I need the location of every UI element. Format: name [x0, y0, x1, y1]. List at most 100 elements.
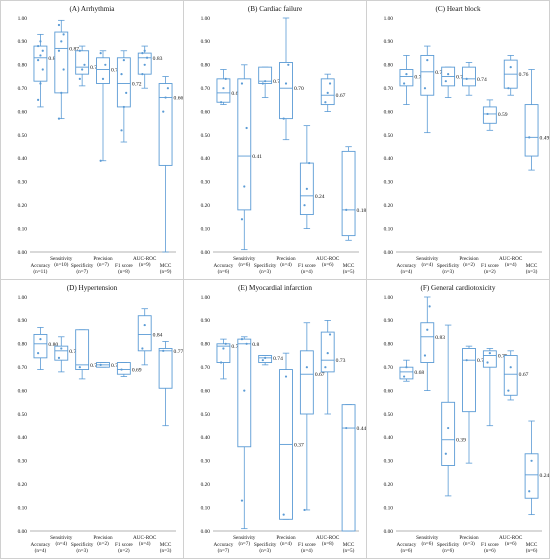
median-label: 0.70 [294, 86, 304, 92]
y-tick-label: 0.20 [384, 482, 394, 488]
y-tick-label: 0.00 [18, 529, 28, 535]
median-label: 0.24 [540, 473, 550, 479]
median-label: 0.18 [357, 208, 367, 214]
data-point [141, 52, 144, 55]
category-label: Sensitivity [416, 256, 439, 262]
category-label: F1 score [298, 542, 316, 548]
category-label: AUC-ROC [499, 256, 523, 262]
category-n-label: (n=5) [343, 268, 355, 275]
median-label: 0.87 [69, 46, 79, 52]
box [216, 78, 231, 103]
category-n-label: (n=6) [526, 547, 538, 554]
box [33, 333, 48, 359]
y-tick-label: 0.50 [384, 133, 394, 139]
data-point [240, 499, 244, 502]
y-tick-label: 0.90 [201, 318, 211, 324]
category-label: Accuracy [30, 542, 50, 548]
data-point [403, 82, 406, 85]
data-point [143, 63, 146, 66]
median-label: 0.80 [48, 342, 58, 348]
data-point [99, 363, 102, 366]
y-tick-label: 0.40 [384, 435, 394, 441]
median-label: 0.71 [90, 363, 100, 369]
box [320, 78, 335, 106]
data-point [81, 68, 84, 71]
y-tick-label: 0.40 [18, 435, 28, 441]
data-point [141, 347, 144, 350]
chart-panel-4: (E) Myocardial infarction 0.00 0.10 0.20 0.3… [183, 279, 367, 559]
category-n-label: (n=6) [401, 547, 413, 554]
data-point [240, 338, 244, 341]
category-label: Sensitivity [233, 256, 256, 262]
y-tick-label: 0.10 [201, 505, 211, 511]
median-label: 0.78 [111, 67, 121, 73]
chart-panel-2: (C) Heart block 0.00 0.10 0.20 0.30 0.40 0.50 0… [366, 0, 550, 280]
category-n-label: (n=9) [139, 261, 151, 268]
box [216, 343, 231, 363]
y-tick-label: 0.20 [18, 482, 28, 488]
chart-panel-5: (F) General cardiotoxicity 0.00 0.10 0.20 0.… [366, 279, 550, 559]
median-label: 0.71 [111, 363, 121, 369]
y-tick-label: 0.70 [201, 86, 211, 92]
data-point [99, 159, 102, 162]
y-tick-label: 0.10 [18, 505, 28, 511]
data-point [509, 66, 512, 69]
y-tick-label: 0.80 [384, 63, 394, 69]
data-point [284, 375, 288, 378]
data-point [328, 82, 332, 85]
median-label: 0.59 [498, 112, 508, 118]
box [399, 366, 414, 380]
data-point [447, 426, 450, 430]
data-point [164, 96, 167, 99]
data-point [62, 68, 65, 71]
data-point [264, 80, 267, 83]
panel-border [366, 279, 550, 559]
data-point [57, 23, 61, 27]
median-label: 0.68 [414, 370, 424, 376]
y-tick-label: 0.00 [18, 250, 28, 256]
data-point [403, 375, 406, 378]
data-point [287, 63, 290, 66]
data-point [78, 77, 81, 80]
median-label: 0.84 [153, 332, 163, 338]
category-label: MCC [343, 263, 355, 269]
data-point [405, 366, 408, 369]
panel-title: (A) Arrhythmia [70, 5, 116, 13]
category-label: Specificity [437, 262, 460, 269]
data-point [37, 44, 40, 48]
category-n-label: (n=6) [218, 268, 230, 275]
y-tick-label: 0.30 [201, 180, 211, 186]
category-n-label: (n=7) [238, 540, 250, 547]
median-label: 0.75 [414, 75, 424, 81]
box [482, 106, 497, 124]
median-label: 0.77 [174, 349, 184, 355]
data-point [220, 101, 223, 104]
data-point [57, 117, 61, 120]
category-n-label: (n=3) [259, 268, 271, 275]
data-point [324, 101, 327, 104]
box [116, 362, 131, 375]
category-n-label: (n=2) [463, 261, 475, 268]
category-n-label: (n=3) [442, 268, 454, 275]
median-label: 0.41 [252, 154, 262, 160]
box [279, 62, 293, 120]
data-point [220, 361, 223, 364]
category-label: F1 score [481, 263, 499, 269]
data-point [222, 347, 225, 350]
y-tick-label: 0.30 [384, 459, 394, 465]
box [320, 331, 335, 373]
median-label: 0.44 [357, 426, 367, 432]
median-label: 0.73 [336, 358, 346, 364]
category-n-label: (n=5) [343, 547, 355, 554]
data-point [345, 426, 348, 430]
y-tick-label: 0.30 [201, 459, 211, 465]
y-tick-label: 1.00 [201, 295, 211, 301]
panel-title: (F) General cardiotoxicity [420, 284, 495, 292]
category-n-label: (n=7) [218, 547, 230, 554]
median-label: 0.83 [48, 56, 58, 62]
y-tick-label: 0.20 [201, 482, 211, 488]
category-n-label: (n=4) [55, 540, 67, 547]
y-tick-label: 0.20 [384, 203, 394, 209]
category-label: AUC-ROC [499, 535, 523, 541]
